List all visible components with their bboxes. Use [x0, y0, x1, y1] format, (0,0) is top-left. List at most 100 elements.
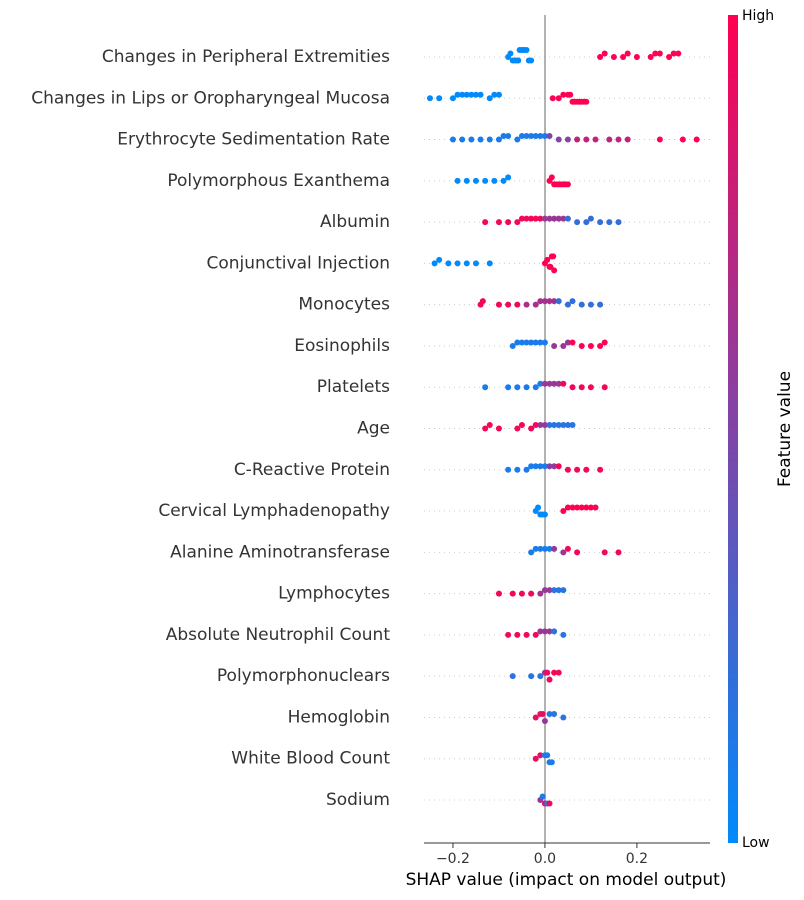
dot [518, 133, 525, 140]
dot [537, 545, 544, 552]
dot [587, 384, 594, 391]
dot [523, 339, 530, 346]
dot [445, 260, 452, 267]
dot [551, 628, 558, 635]
dot [587, 301, 594, 308]
dot [546, 463, 553, 470]
dot [574, 136, 581, 143]
dot [583, 136, 590, 143]
dot [541, 298, 548, 305]
dot [528, 215, 535, 222]
dot [574, 466, 581, 473]
dot [495, 219, 502, 226]
category-label: Albumin [320, 212, 390, 232]
dot [509, 590, 516, 597]
category-label: Platelets [317, 377, 390, 397]
dot [514, 631, 521, 638]
category-label: Changes in Peripheral Extremities [102, 47, 390, 67]
dot [486, 136, 493, 143]
dot [535, 504, 542, 511]
dot [463, 177, 470, 184]
dot [505, 631, 512, 638]
dot [551, 545, 558, 552]
dot [546, 676, 553, 683]
dot [523, 631, 530, 638]
dot [569, 504, 576, 511]
dot [555, 463, 562, 470]
dot [550, 253, 557, 260]
dot [564, 181, 571, 188]
dot [505, 384, 512, 391]
dot [537, 339, 544, 346]
dot [541, 422, 548, 428]
dot [541, 717, 548, 724]
dot [656, 50, 663, 57]
dot [491, 91, 498, 98]
dot [551, 587, 558, 594]
dot [532, 755, 539, 762]
dot [624, 136, 631, 143]
dot [495, 91, 502, 98]
dot [560, 587, 567, 594]
dot [454, 91, 461, 98]
dot [537, 422, 544, 428]
dot [587, 504, 594, 511]
dot [541, 587, 548, 594]
dot [546, 133, 553, 140]
dot [518, 590, 525, 597]
dot [514, 466, 521, 473]
category-label: Age [357, 419, 390, 439]
dot [495, 301, 502, 308]
dot [615, 549, 622, 556]
category-label: White Blood Count [231, 749, 390, 769]
dot [537, 590, 544, 597]
dot [509, 342, 516, 349]
dot [532, 422, 539, 428]
dot [555, 298, 562, 305]
dot [541, 339, 548, 346]
dot [560, 342, 567, 349]
dot [532, 301, 539, 308]
category-label: Polymorphous Exanthema [167, 171, 390, 191]
dot [587, 215, 594, 222]
dot [620, 54, 627, 60]
dot [555, 422, 562, 428]
dot [523, 384, 530, 391]
dot [539, 710, 546, 717]
dot [514, 384, 521, 391]
dot [597, 301, 604, 308]
dot [583, 504, 590, 511]
dot [564, 504, 571, 511]
dot [528, 133, 535, 140]
dot [583, 466, 590, 473]
dot [560, 714, 567, 721]
dot [505, 466, 512, 473]
dot [569, 339, 576, 346]
dot [472, 91, 479, 98]
dot [555, 215, 562, 222]
dot [515, 57, 522, 64]
dot [560, 508, 567, 515]
dot [528, 590, 535, 597]
dot [583, 98, 590, 105]
dot [560, 631, 567, 638]
dot [555, 380, 562, 387]
x-tick-label: −0.2 [436, 851, 470, 867]
dot [482, 177, 489, 184]
dot [679, 136, 686, 143]
dot [615, 219, 622, 226]
x-axis-label: SHAP value (impact on model output) [406, 870, 727, 890]
dot [532, 339, 539, 346]
dot [555, 95, 562, 102]
dot [518, 339, 525, 346]
dot [551, 710, 558, 717]
dot [537, 215, 544, 222]
dot [528, 425, 535, 432]
dot [505, 133, 512, 140]
x-tick-label: 0.0 [534, 851, 556, 867]
dot [574, 549, 581, 556]
x-tick-label: 0.2 [626, 851, 648, 867]
dot [532, 133, 539, 140]
dot [518, 215, 525, 222]
dot [601, 549, 608, 556]
